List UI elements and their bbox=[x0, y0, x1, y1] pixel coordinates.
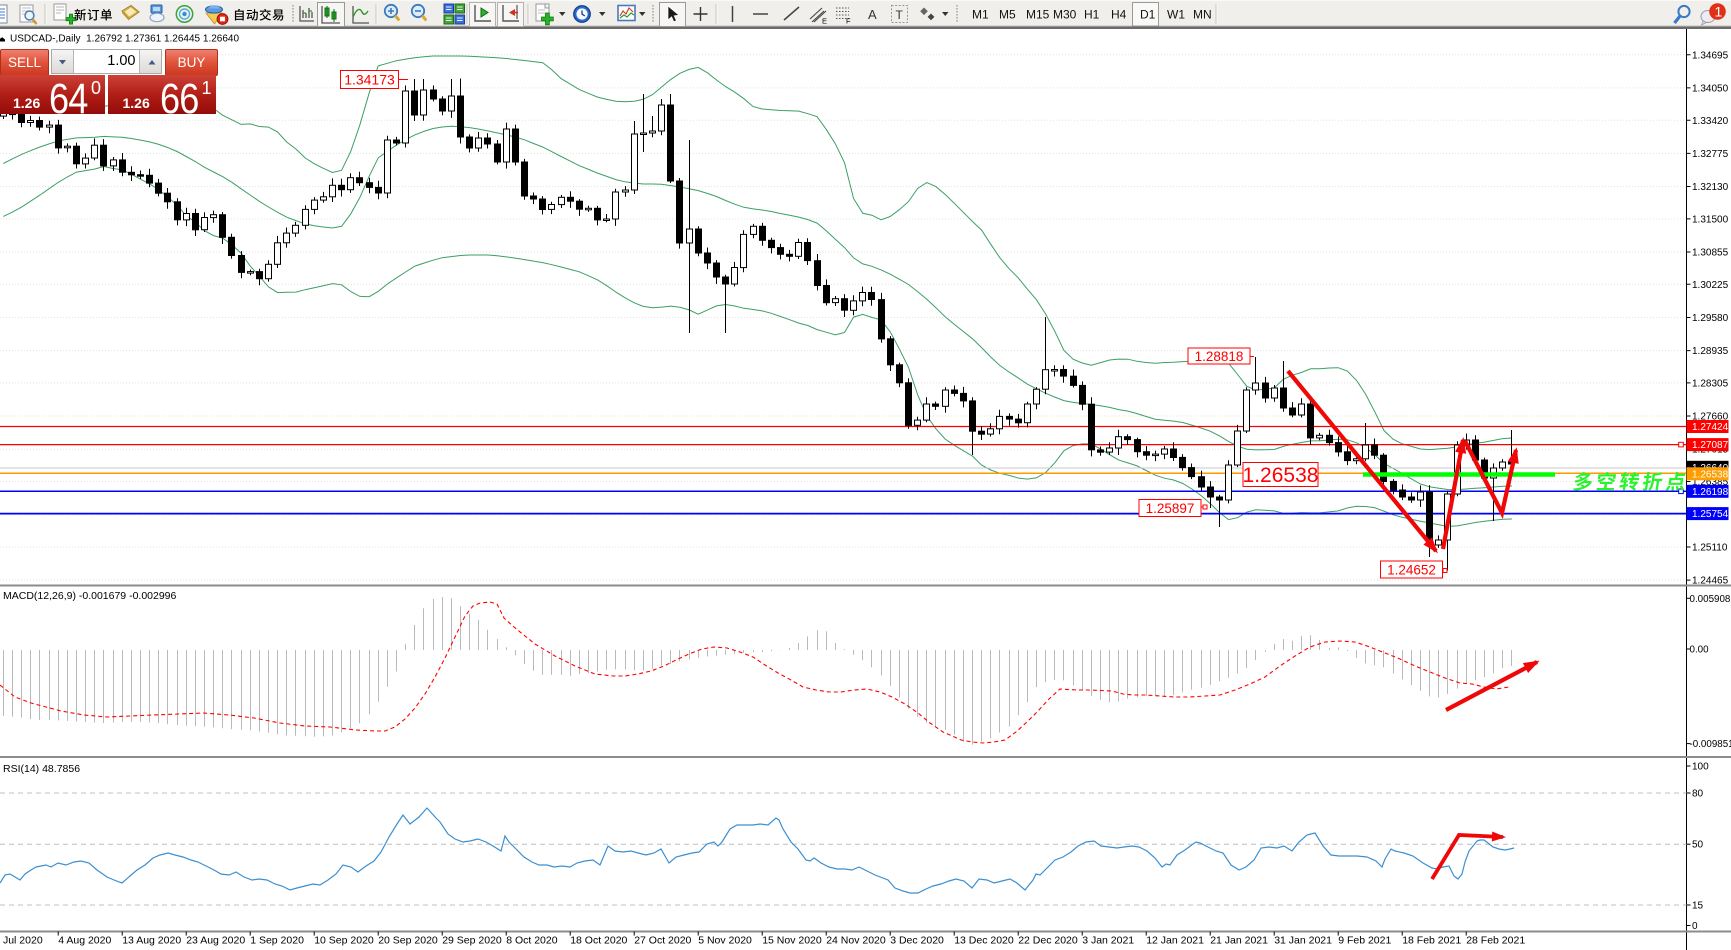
svg-text:12 Jan 2021: 12 Jan 2021 bbox=[1146, 935, 1204, 947]
svg-text:A: A bbox=[868, 7, 877, 22]
svg-text:5 Nov 2020: 5 Nov 2020 bbox=[698, 935, 752, 947]
svg-text:1.33420: 1.33420 bbox=[1692, 116, 1729, 127]
svg-text:4 Aug 2020: 4 Aug 2020 bbox=[58, 935, 111, 947]
svg-text:1.26538: 1.26538 bbox=[1243, 464, 1319, 487]
svg-text:M15: M15 bbox=[1026, 8, 1050, 22]
svg-text:1.34050: 1.34050 bbox=[1692, 83, 1729, 94]
svg-text:E: E bbox=[822, 17, 827, 26]
svg-text:0.00: 0.00 bbox=[1690, 645, 1710, 656]
svg-text:1.26385: 1.26385 bbox=[1692, 477, 1729, 488]
svg-text:27 Oct 2020: 27 Oct 2020 bbox=[634, 935, 691, 947]
svg-text:13 Aug 2020: 13 Aug 2020 bbox=[122, 935, 181, 947]
svg-text:1.28935: 1.28935 bbox=[1692, 346, 1729, 357]
svg-text:1.32130: 1.32130 bbox=[1692, 182, 1729, 193]
svg-text:1.28818: 1.28818 bbox=[1195, 349, 1244, 364]
svg-text:15 Nov 2020: 15 Nov 2020 bbox=[762, 935, 822, 947]
svg-text:6 Jul 2020: 6 Jul 2020 bbox=[0, 935, 43, 947]
svg-text:9 Feb 2021: 9 Feb 2021 bbox=[1338, 935, 1391, 947]
svg-text:F: F bbox=[846, 17, 851, 26]
svg-text:1.25754: 1.25754 bbox=[1692, 509, 1729, 520]
svg-text:22 Dec 2020: 22 Dec 2020 bbox=[1018, 935, 1078, 947]
svg-text:1.32775: 1.32775 bbox=[1692, 149, 1729, 160]
svg-text:28 Feb 2021: 28 Feb 2021 bbox=[1466, 935, 1525, 947]
svg-text:1.24652: 1.24652 bbox=[1387, 562, 1436, 577]
svg-text:1.26538: 1.26538 bbox=[1692, 469, 1729, 480]
svg-text:0.005908: 0.005908 bbox=[1690, 594, 1731, 605]
svg-text:18 Oct 2020: 18 Oct 2020 bbox=[570, 935, 627, 947]
svg-text:1.29580: 1.29580 bbox=[1692, 313, 1729, 324]
svg-text:T: T bbox=[896, 8, 904, 22]
svg-text:29 Sep 2020: 29 Sep 2020 bbox=[442, 935, 502, 947]
svg-text:31 Jan 2021: 31 Jan 2021 bbox=[1274, 935, 1332, 947]
svg-text:1.28305: 1.28305 bbox=[1692, 378, 1729, 389]
svg-text:1.25110: 1.25110 bbox=[1692, 543, 1728, 554]
svg-text:3 Dec 2020: 3 Dec 2020 bbox=[890, 935, 944, 947]
svg-text:MN: MN bbox=[1193, 8, 1212, 22]
svg-text:23 Aug 2020: 23 Aug 2020 bbox=[186, 935, 245, 947]
svg-text:USDCAD-,Daily 1.26792 1.27361: USDCAD-,Daily 1.26792 1.27361 1.26445 1.… bbox=[10, 34, 239, 45]
svg-text:1.27660: 1.27660 bbox=[1692, 412, 1729, 423]
svg-text:1.30225: 1.30225 bbox=[1692, 280, 1729, 291]
svg-text:-0.009851: -0.009851 bbox=[1690, 739, 1731, 750]
svg-text:3 Jan 2021: 3 Jan 2021 bbox=[1082, 935, 1134, 947]
svg-text:D1: D1 bbox=[1140, 8, 1156, 22]
svg-text:H4: H4 bbox=[1111, 8, 1127, 22]
svg-text:0: 0 bbox=[1692, 921, 1698, 932]
svg-text:1.30855: 1.30855 bbox=[1692, 248, 1729, 259]
svg-text:8 Oct 2020: 8 Oct 2020 bbox=[506, 935, 558, 947]
svg-text:M5: M5 bbox=[999, 8, 1016, 22]
svg-text:1.27424: 1.27424 bbox=[1692, 422, 1729, 433]
svg-text:50: 50 bbox=[1692, 840, 1704, 851]
svg-text:1.27087: 1.27087 bbox=[1692, 440, 1729, 451]
svg-text:1.34173: 1.34173 bbox=[344, 72, 395, 88]
svg-text:20 Sep 2020: 20 Sep 2020 bbox=[378, 935, 438, 947]
svg-text:21 Jan 2021: 21 Jan 2021 bbox=[1210, 935, 1268, 947]
svg-text:10 Sep 2020: 10 Sep 2020 bbox=[314, 935, 374, 947]
svg-text:100: 100 bbox=[1692, 762, 1709, 773]
svg-text:18 Feb 2021: 18 Feb 2021 bbox=[1402, 935, 1461, 947]
svg-text:1: 1 bbox=[1715, 4, 1723, 20]
svg-text:H1: H1 bbox=[1084, 8, 1100, 22]
svg-text:1.26198: 1.26198 bbox=[1692, 487, 1729, 498]
svg-text:1.25897: 1.25897 bbox=[1146, 501, 1195, 516]
svg-text:1 Sep 2020: 1 Sep 2020 bbox=[250, 935, 304, 947]
svg-text:W1: W1 bbox=[1167, 8, 1185, 22]
svg-text:13 Dec 2020: 13 Dec 2020 bbox=[954, 935, 1014, 947]
svg-text:M30: M30 bbox=[1053, 8, 1077, 22]
svg-text:80: 80 bbox=[1692, 789, 1704, 800]
svg-text:1.31500: 1.31500 bbox=[1692, 214, 1729, 225]
svg-text:M1: M1 bbox=[972, 8, 989, 22]
svg-text:MACD(12,26,9) -0.001679 -0.002: MACD(12,26,9) -0.001679 -0.002996 bbox=[3, 590, 177, 602]
svg-text:1.34695: 1.34695 bbox=[1692, 50, 1729, 61]
svg-text:24 Nov 2020: 24 Nov 2020 bbox=[826, 935, 886, 947]
svg-text:RSI(14) 48.7856: RSI(14) 48.7856 bbox=[3, 763, 80, 775]
svg-text:1.24465: 1.24465 bbox=[1692, 576, 1729, 587]
svg-text:15: 15 bbox=[1692, 901, 1704, 912]
